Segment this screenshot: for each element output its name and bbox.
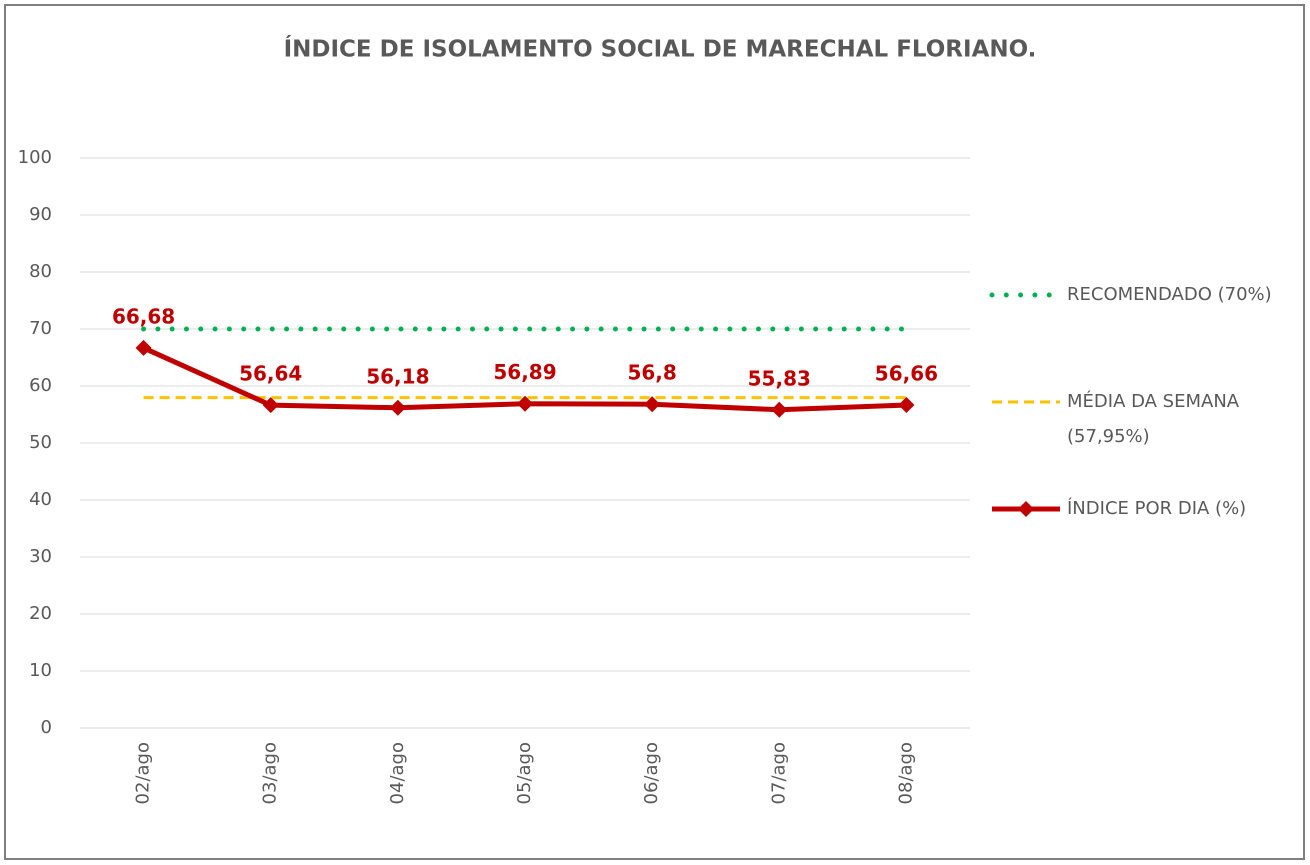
legend-label: RECOMENDADO (70%) [1067, 284, 1272, 305]
data-label: 66,68 [112, 304, 175, 328]
data-label: 56,18 [366, 364, 429, 388]
point-marker [262, 397, 279, 414]
data-label: 56,66 [875, 362, 938, 386]
y-tick-label: 90 [29, 204, 52, 225]
y-tick-label: 50 [29, 432, 52, 453]
x-tick-label: 03/ago [260, 742, 281, 804]
y-tick-label: 10 [29, 660, 52, 681]
y-tick-label: 60 [29, 375, 52, 396]
legend-label: MÉDIA DA SEMANA (57,95%) [1067, 390, 1240, 447]
legend-marker [1018, 501, 1034, 517]
point-marker [135, 339, 152, 356]
y-tick-label: 20 [29, 603, 52, 624]
y-tick-label: 0 [41, 717, 52, 738]
x-tick-label: 08/ago [895, 742, 916, 804]
y-tick-label: 80 [29, 261, 52, 282]
x-tick-label: 06/ago [641, 742, 662, 804]
data-label: 55,83 [748, 366, 811, 390]
data-label: 56,64 [239, 362, 302, 386]
x-tick-label: 07/ago [768, 742, 789, 804]
x-tick-label: 04/ago [387, 742, 408, 804]
y-tick-label: 100 [18, 147, 52, 168]
x-tick-label: 02/ago [133, 742, 154, 804]
x-tick-label: 05/ago [514, 742, 535, 804]
data-label: 56,8 [627, 361, 676, 385]
y-tick-label: 70 [29, 318, 52, 339]
data-label: 56,89 [493, 360, 556, 384]
y-tick-label: 40 [29, 489, 52, 510]
chart-title: ÍNDICE DE ISOLAMENTO SOCIAL DE MARECHAL … [284, 35, 1037, 63]
point-marker [898, 397, 915, 414]
y-tick-label: 30 [29, 546, 52, 567]
point-marker [644, 396, 661, 413]
chart-frame [4, 4, 1305, 860]
point-marker [517, 395, 533, 412]
point-marker [389, 399, 406, 416]
legend-label: ÍNDICE POR DIA (%) [1067, 497, 1246, 519]
point-marker [771, 401, 788, 418]
